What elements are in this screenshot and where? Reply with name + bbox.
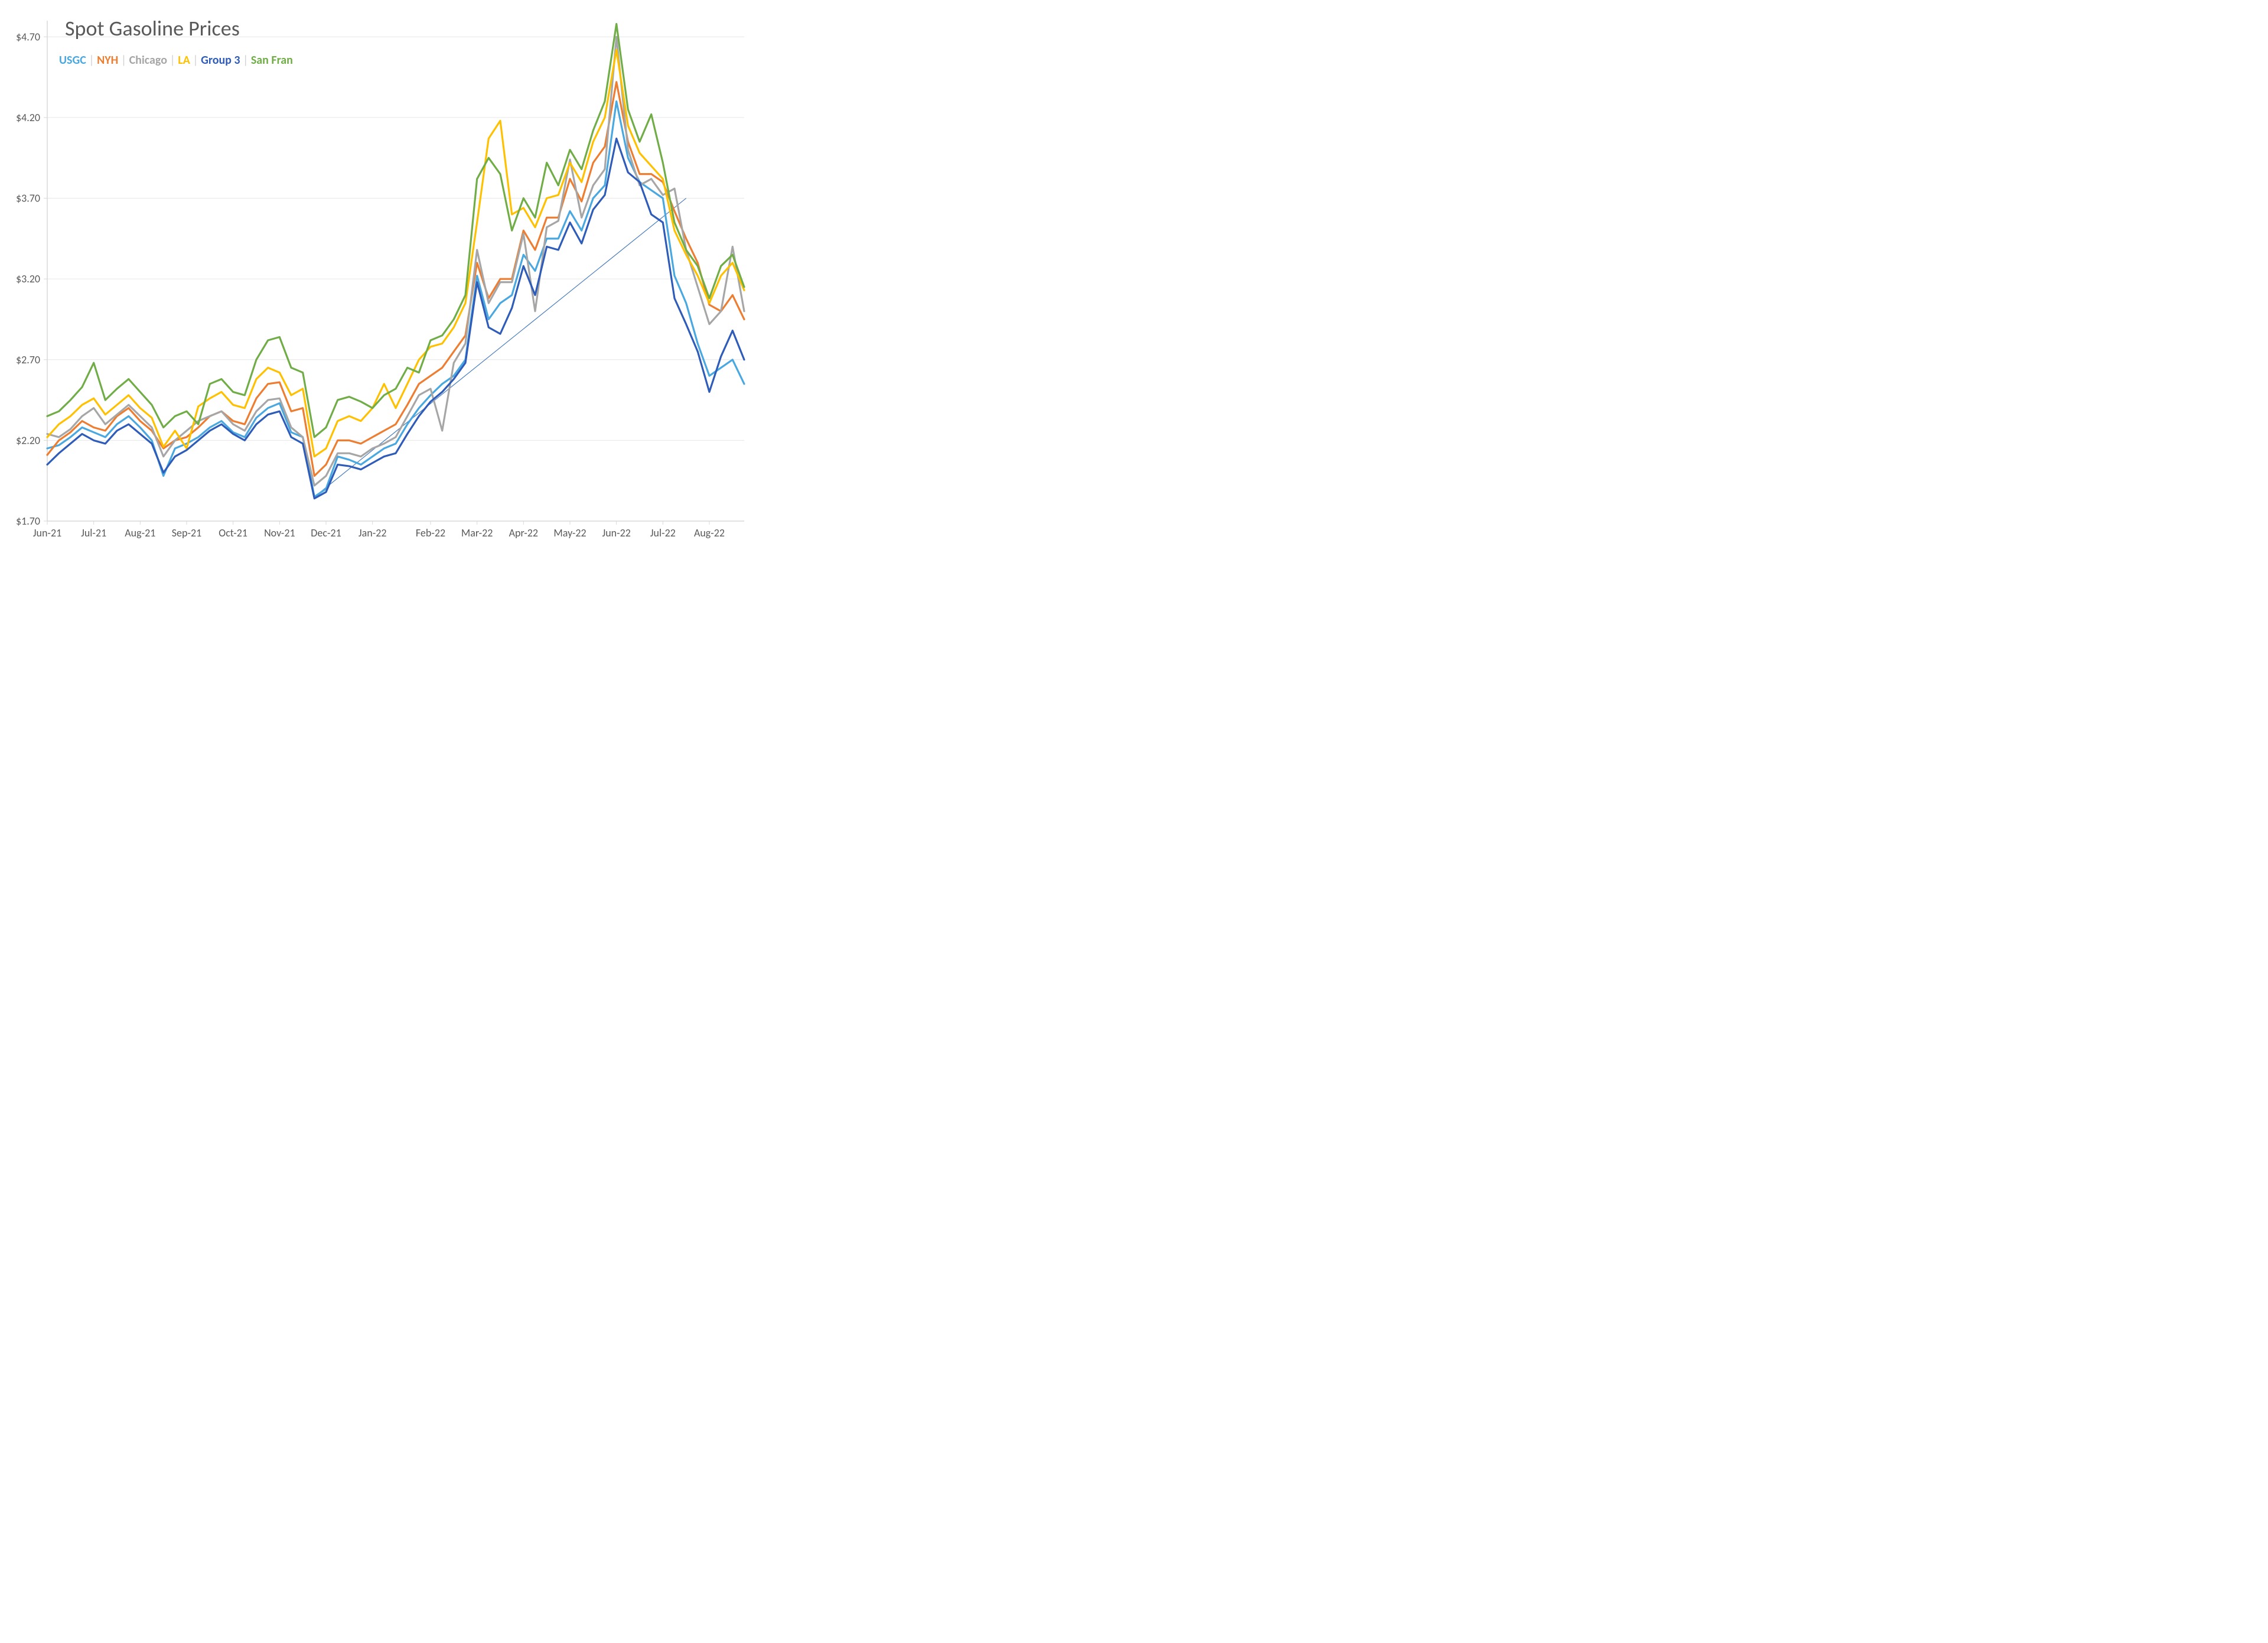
legend-separator: | bbox=[240, 53, 251, 67]
chart-title: Spot Gasoline Prices bbox=[65, 15, 240, 41]
y-tick-label: $3.70 bbox=[16, 192, 40, 205]
x-tick-label: Jan-22 bbox=[359, 526, 387, 539]
y-tick-label: $4.70 bbox=[16, 30, 40, 43]
x-tick-label: Jul-21 bbox=[81, 526, 106, 539]
x-tick-label: Jun-21 bbox=[33, 526, 61, 539]
legend-item-la: LA bbox=[178, 53, 190, 67]
x-tick-label: May-22 bbox=[553, 526, 586, 539]
y-tick-label: $2.20 bbox=[16, 434, 40, 447]
legend-item-san-fran: San Fran bbox=[251, 53, 293, 67]
legend-item-nyh: NYH bbox=[97, 53, 118, 67]
x-tick-label: Dec-21 bbox=[311, 526, 341, 539]
y-tick-label: $1.70 bbox=[16, 515, 40, 528]
x-tick-label: Feb-22 bbox=[416, 526, 445, 539]
legend-separator: | bbox=[118, 53, 129, 67]
x-tick-label: Apr-22 bbox=[509, 526, 538, 539]
legend-item-group-3: Group 3 bbox=[201, 53, 240, 67]
x-tick-label: Jun-22 bbox=[602, 526, 630, 539]
chart-container: $1.70 $2.20 $2.70 $3.20 $3.70 $4.20 $4.70 Jun-2… bbox=[0, 0, 756, 548]
y-tick-label: $4.20 bbox=[16, 111, 40, 124]
legend-item-chicago: Chicago bbox=[129, 53, 168, 67]
line-chart: $1.70 $2.20 $2.70 $3.20 $3.70 $4.20 $4.70 Jun-2… bbox=[0, 0, 756, 548]
x-tick-label: Nov-21 bbox=[264, 526, 295, 539]
legend-separator: | bbox=[190, 53, 201, 67]
x-tick-label: Jul-22 bbox=[650, 526, 676, 539]
legend-separator: | bbox=[167, 53, 178, 67]
y-tick-label: $3.20 bbox=[16, 272, 40, 285]
x-tick-label: Mar-22 bbox=[461, 526, 493, 539]
x-tick-label: Aug-22 bbox=[694, 526, 725, 539]
legend: USGC | NYH | Chicago | LA | Group 3 | Sa… bbox=[59, 53, 293, 67]
y-tick-label: $2.70 bbox=[16, 353, 40, 366]
legend-separator: | bbox=[86, 53, 97, 67]
x-tick-label: Sep-21 bbox=[172, 526, 201, 539]
legend-item-usgc: USGC bbox=[59, 53, 86, 67]
x-tick-label: Aug-21 bbox=[125, 526, 155, 539]
x-tick-label: Oct-21 bbox=[219, 526, 247, 539]
